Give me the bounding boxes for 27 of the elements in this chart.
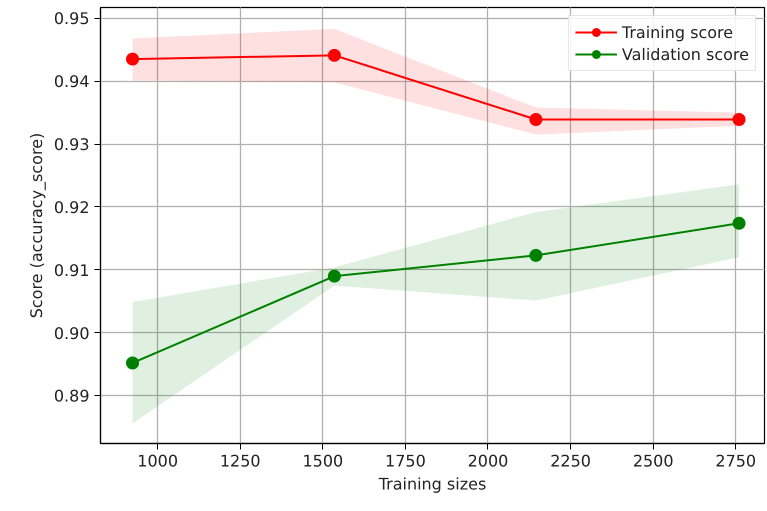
x-tick-label: 1750	[385, 452, 426, 470]
point	[529, 113, 542, 126]
x-tick-label: 2250	[550, 452, 591, 470]
x-tick-label: 2000	[468, 452, 508, 470]
x-tick-label: 2500	[632, 452, 674, 470]
y-tick-label: 0.93	[54, 135, 90, 154]
point	[328, 48, 341, 62]
point	[328, 270, 341, 283]
point	[732, 113, 746, 126]
legend-label: Validation score	[622, 44, 749, 64]
x-axis-title: Training sizes	[378, 474, 486, 494]
point	[732, 216, 746, 230]
point	[126, 52, 140, 66]
y-tick-label: 0.91	[54, 260, 90, 280]
y-tick-label: 0.89	[54, 386, 90, 406]
point	[529, 248, 542, 262]
x-tick-label: 1250	[220, 452, 261, 470]
y-tick-label: 0.95	[54, 9, 90, 28]
x-tick-label: 1000	[137, 452, 178, 470]
y-tick-label: 0.92	[54, 198, 90, 217]
x-tick-label: 1500	[302, 452, 344, 470]
point	[126, 356, 140, 370]
y-tick-label: 0.90	[54, 324, 90, 343]
x-tick-label: 2750	[715, 452, 756, 470]
legend-label: Training score	[622, 22, 734, 42]
y-tick-label: 0.94	[54, 72, 90, 92]
y-axis-title: Score (accuracy_score)	[26, 132, 46, 318]
